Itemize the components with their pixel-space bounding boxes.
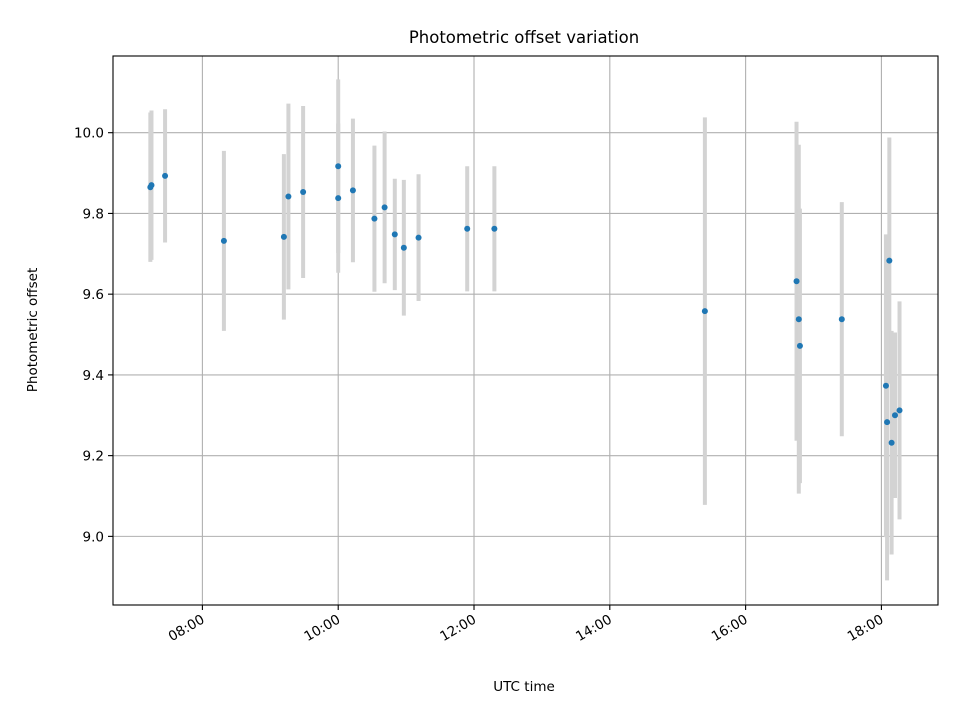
y-tick-label: 10.0 (74, 126, 104, 142)
data-point (162, 172, 169, 179)
data-point (148, 182, 155, 189)
x-axis-ticks: 08:00 10:00 12:00 14:00 16:00 18:00 (166, 605, 887, 645)
data-point (391, 231, 398, 238)
y-tick-label: 9.2 (83, 449, 104, 465)
data-point (381, 204, 388, 211)
data-point (280, 233, 287, 240)
data-point (701, 308, 708, 315)
data-point (349, 187, 356, 194)
y-tick-label: 9.8 (83, 206, 104, 222)
data-point (882, 382, 889, 389)
y-axis-ticks: 9.0 9.2 9.4 9.6 9.8 10.0 (74, 126, 113, 545)
y-tick-label: 9.0 (83, 529, 104, 545)
data-point (464, 225, 471, 232)
data-point (884, 419, 891, 426)
data-point (888, 439, 895, 446)
x-tick-label: 10:00 (302, 612, 344, 645)
data-point (371, 215, 378, 222)
y-tick-label: 9.6 (83, 287, 104, 303)
data-point (335, 195, 342, 202)
x-tick-label: 12:00 (437, 612, 479, 645)
data-points (147, 163, 903, 446)
y-tick-label: 9.4 (83, 368, 104, 384)
data-point (415, 234, 422, 241)
grid (113, 56, 938, 605)
x-tick-label: 08:00 (166, 612, 208, 645)
x-axis-label: UTC time (493, 679, 555, 695)
y-axis-label: Photometric offset (25, 268, 41, 392)
data-point (220, 237, 227, 244)
data-point (335, 163, 342, 170)
plot-area (112, 55, 939, 606)
data-point (793, 278, 800, 285)
data-point (891, 412, 898, 419)
data-point (400, 244, 407, 251)
data-point (796, 342, 803, 349)
data-point (285, 193, 292, 200)
data-point (886, 257, 893, 264)
chart-title: Photometric offset variation (409, 28, 639, 47)
errorbars (148, 79, 902, 581)
data-point (896, 407, 903, 414)
data-point (300, 189, 307, 196)
data-point (795, 316, 802, 323)
data-point (838, 316, 845, 323)
x-tick-label: 18:00 (845, 612, 887, 645)
x-tick-label: 14:00 (573, 612, 615, 645)
data-point (491, 225, 498, 232)
x-tick-label: 16:00 (709, 612, 751, 645)
